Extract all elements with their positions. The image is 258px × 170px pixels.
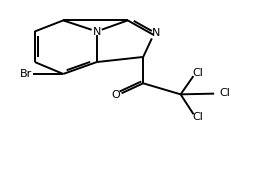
Text: N: N bbox=[152, 28, 160, 38]
Text: O: O bbox=[112, 90, 120, 100]
Text: Cl: Cl bbox=[220, 89, 231, 98]
Text: Br: Br bbox=[20, 69, 32, 79]
Text: Cl: Cl bbox=[192, 68, 203, 78]
Text: N: N bbox=[93, 27, 101, 37]
Text: Cl: Cl bbox=[192, 112, 203, 122]
